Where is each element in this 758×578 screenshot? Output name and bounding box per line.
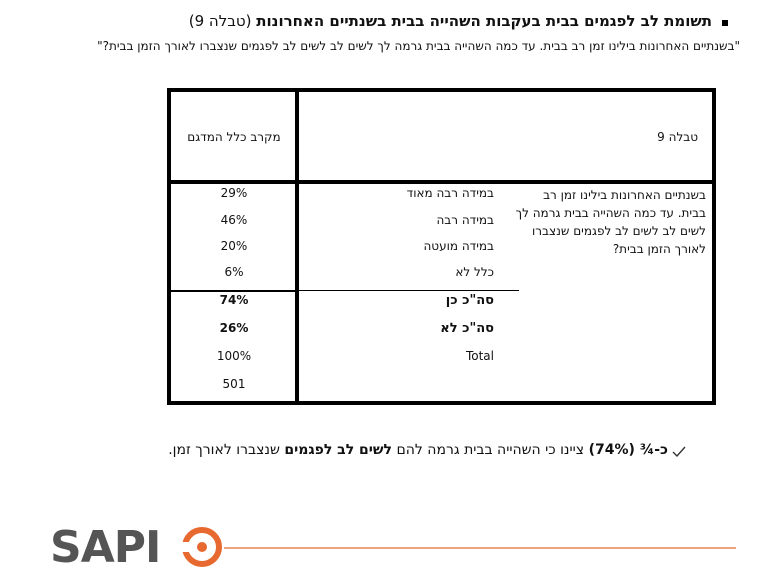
row-value: 74% (219, 293, 249, 307)
row-value: 501 (222, 377, 246, 391)
col-divider (295, 92, 299, 401)
row-label: כלל לא (455, 265, 494, 279)
table: טבלה 9 מקרב כלל המדגם בשנתיים האחרונות ב… (167, 88, 716, 405)
row-question: בשנתיים האחרונות בילינו זמן רב בבית. עד … (515, 188, 706, 256)
group-divider (171, 290, 295, 292)
table-title: טבלה 9 (657, 130, 698, 144)
logo-mark (180, 527, 222, 567)
row-value: 100% (216, 349, 252, 363)
summary: כ-¾ (74%) ציינו כי השהייה בבית גרמה להם … (168, 442, 668, 458)
header-divider (171, 180, 712, 184)
summary-text: שנצברו לאורך זמן. (168, 442, 285, 458)
heading: תשומת לב לפגמים בבית בעקבות השהייה בבית … (189, 12, 712, 30)
summary-text: ציינו כי השהייה בבית גרמה להם (392, 442, 589, 458)
summary-bold: כ-¾ (74%) (588, 442, 668, 458)
row-value: 20% (220, 239, 248, 253)
row-value: 46% (220, 213, 248, 227)
row-value: 26% (219, 321, 249, 335)
row-label: במידה מועטה (423, 239, 494, 253)
row-label: סה"כ כן (445, 293, 494, 308)
heading-ref: (טבלה 9) (188, 12, 252, 30)
logo-text: SAPI (50, 522, 161, 573)
check-icon (672, 446, 686, 458)
heading-title: תשומת לב לפגמים בבית בעקבות השהייה בבית … (256, 12, 712, 30)
row-value: 6% (224, 265, 244, 279)
bullet (722, 20, 728, 26)
question: "בשנתיים האחרונות בילינו זמן רב בבית. עד… (97, 39, 740, 53)
logo-line (224, 547, 736, 549)
row-label: במידה רבה מאוד (406, 186, 494, 200)
row-label: במידה רבה (436, 213, 494, 227)
column-header: מקרב כלל המדגם (187, 130, 281, 144)
row-label: סה"כ לא (440, 321, 494, 336)
group-divider (299, 290, 519, 291)
row-value: 29% (220, 186, 248, 200)
summary-bold: לשים לב לפגמים (284, 442, 393, 458)
row-label: Total (465, 349, 494, 363)
